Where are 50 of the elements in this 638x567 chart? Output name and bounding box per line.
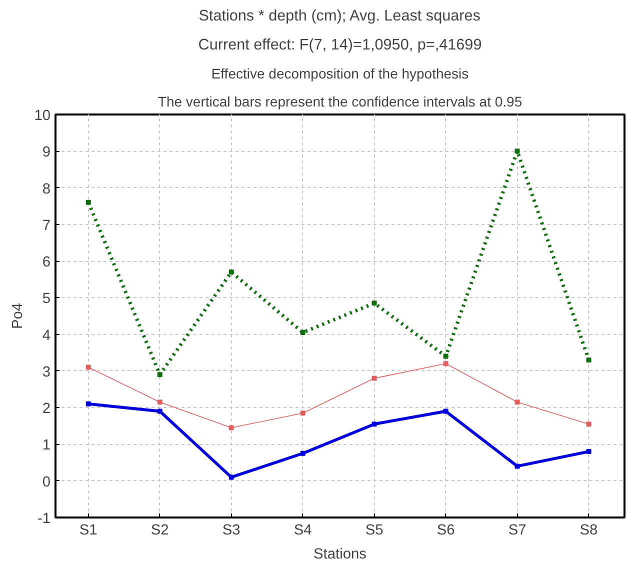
point	[157, 400, 162, 405]
point	[300, 410, 306, 416]
x-tick-label: S5	[365, 522, 384, 538]
x-tick-label: S3	[222, 522, 240, 538]
point	[372, 300, 377, 306]
point	[586, 449, 592, 454]
point	[300, 450, 306, 456]
y-tick-label: 0	[42, 474, 51, 490]
y-tick-label: 5	[42, 291, 51, 308]
y-tick-label: 1	[42, 438, 51, 454]
y-tick-label: -1	[37, 511, 51, 527]
point	[514, 148, 520, 154]
point	[157, 408, 162, 414]
point	[372, 422, 377, 427]
y-tick-label: 4	[42, 328, 51, 344]
point	[228, 425, 234, 430]
point	[228, 474, 234, 480]
point	[443, 354, 448, 359]
point	[228, 270, 234, 275]
x-tick-label: S8	[580, 522, 598, 538]
x-tick-label: S7	[508, 522, 526, 538]
point	[86, 200, 91, 205]
y-tick-label: 6	[42, 254, 51, 271]
chart-subtitle: Current effect: F(7, 14)=1,0950, p=,41699	[198, 36, 482, 54]
chart-title: Stations * depth (cm); Avg. Least squares	[198, 8, 481, 24]
point	[443, 408, 448, 414]
y-tick-label: 7	[42, 218, 51, 234]
point	[86, 364, 91, 370]
y-tick-label: 2	[42, 401, 51, 418]
text: The vertical bars represent the confidence intervals at 0.95	[158, 94, 522, 110]
x-tick-label: S6	[436, 522, 455, 538]
point	[514, 464, 520, 469]
x-tick-label: S1	[79, 522, 98, 538]
y-tick-label: 3	[42, 364, 51, 380]
y-tick-label: 10	[34, 108, 51, 124]
point	[372, 376, 377, 381]
point	[86, 401, 91, 406]
x-tick-label: S4	[294, 522, 312, 538]
point	[514, 400, 520, 405]
x-axis-title: Stations	[314, 546, 366, 562]
point	[157, 372, 162, 378]
point	[443, 361, 448, 366]
y-axis-title: Po4	[10, 302, 26, 330]
text: Effective decomposition of the hypothesis	[211, 66, 469, 82]
point	[586, 357, 592, 362]
point	[300, 330, 306, 335]
y-tick-label: 9	[42, 144, 51, 161]
y-tick-label: 8	[42, 181, 51, 198]
point	[586, 422, 592, 427]
x-tick-label: S2	[150, 522, 169, 538]
